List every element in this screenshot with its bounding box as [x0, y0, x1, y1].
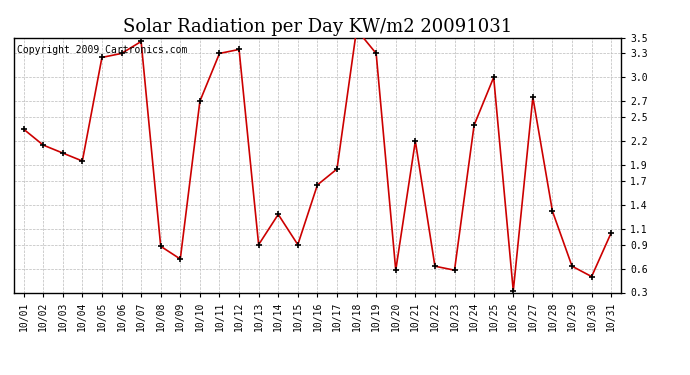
- Title: Solar Radiation per Day KW/m2 20091031: Solar Radiation per Day KW/m2 20091031: [123, 18, 512, 36]
- Text: Copyright 2009 Cartronics.com: Copyright 2009 Cartronics.com: [17, 45, 187, 55]
